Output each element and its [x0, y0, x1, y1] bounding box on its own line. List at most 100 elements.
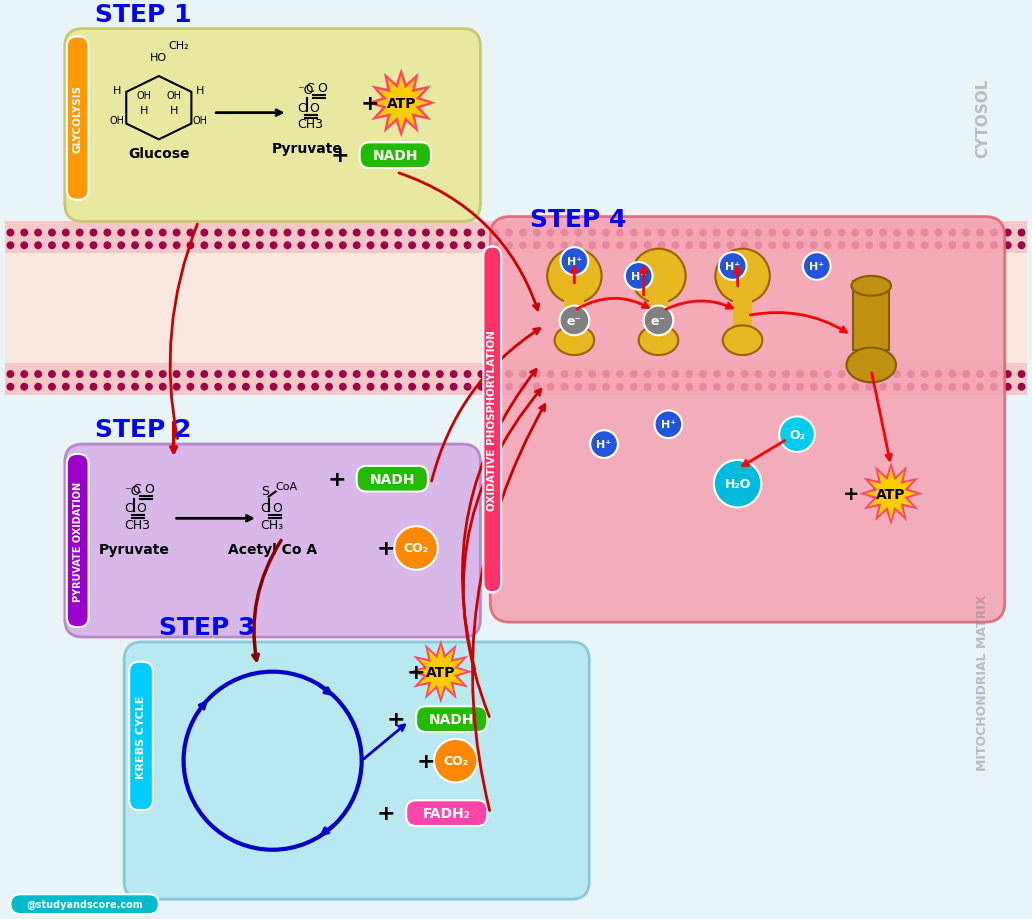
Text: ATP: ATP [386, 96, 416, 110]
Circle shape [381, 242, 388, 250]
Circle shape [879, 242, 888, 250]
Circle shape [172, 383, 181, 391]
Circle shape [575, 242, 582, 250]
Circle shape [159, 230, 167, 237]
Circle shape [381, 370, 388, 379]
Circle shape [962, 370, 970, 379]
Circle shape [879, 383, 888, 391]
Ellipse shape [547, 249, 602, 304]
Circle shape [159, 370, 167, 379]
Circle shape [962, 383, 970, 391]
Circle shape [505, 383, 513, 391]
Circle shape [935, 383, 942, 391]
Text: HO: HO [151, 53, 167, 63]
Circle shape [325, 370, 333, 379]
Circle shape [422, 370, 430, 379]
Circle shape [353, 370, 360, 379]
Circle shape [505, 242, 513, 250]
Circle shape [49, 242, 56, 250]
Circle shape [990, 370, 998, 379]
Polygon shape [374, 76, 429, 131]
Circle shape [754, 230, 763, 237]
Polygon shape [366, 69, 436, 138]
Circle shape [754, 383, 763, 391]
Circle shape [228, 383, 236, 391]
Circle shape [976, 383, 983, 391]
Circle shape [491, 230, 499, 237]
Circle shape [616, 370, 623, 379]
Circle shape [131, 383, 139, 391]
Bar [5, 254, 1027, 364]
Circle shape [90, 242, 97, 250]
Circle shape [394, 242, 402, 250]
Circle shape [6, 242, 14, 250]
Circle shape [560, 242, 569, 250]
FancyBboxPatch shape [124, 642, 589, 899]
Circle shape [131, 230, 139, 237]
Circle shape [6, 383, 14, 391]
Circle shape [624, 263, 652, 290]
Circle shape [436, 370, 444, 379]
Circle shape [782, 242, 791, 250]
Circle shape [865, 242, 873, 250]
Circle shape [838, 230, 845, 237]
Circle shape [907, 242, 914, 250]
Circle shape [75, 242, 84, 250]
Circle shape [62, 383, 70, 391]
Circle shape [463, 230, 472, 237]
Circle shape [478, 370, 485, 379]
Circle shape [215, 370, 222, 379]
Circle shape [672, 230, 679, 237]
Circle shape [754, 370, 763, 379]
Circle shape [200, 383, 208, 391]
Text: MITOCHONDRIAL MATRIX: MITOCHONDRIAL MATRIX [976, 594, 990, 770]
Circle shape [131, 242, 139, 250]
Text: +: + [417, 751, 436, 771]
Circle shape [215, 230, 222, 237]
Circle shape [588, 242, 596, 250]
Circle shape [713, 370, 720, 379]
Ellipse shape [632, 249, 685, 304]
Circle shape [588, 370, 596, 379]
Circle shape [616, 230, 623, 237]
Circle shape [463, 383, 472, 391]
Text: O₂: O₂ [789, 428, 805, 441]
Ellipse shape [851, 277, 891, 296]
Circle shape [436, 242, 444, 250]
Text: NADH: NADH [373, 149, 418, 163]
Circle shape [144, 242, 153, 250]
Circle shape [630, 242, 638, 250]
Circle shape [144, 370, 153, 379]
FancyBboxPatch shape [129, 662, 153, 811]
Circle shape [325, 242, 333, 250]
Circle shape [727, 242, 735, 250]
Bar [5, 364, 1027, 395]
Circle shape [172, 370, 181, 379]
Circle shape [810, 370, 817, 379]
Text: H⁺: H⁺ [596, 439, 612, 449]
Circle shape [768, 230, 776, 237]
Text: ATP: ATP [426, 665, 455, 679]
Bar [5, 222, 1027, 395]
Text: STEP 4: STEP 4 [529, 209, 626, 233]
Circle shape [1004, 383, 1011, 391]
Circle shape [616, 383, 623, 391]
Circle shape [21, 370, 28, 379]
Circle shape [602, 370, 610, 379]
Circle shape [172, 230, 181, 237]
Text: +: + [387, 709, 406, 730]
Circle shape [1004, 370, 1011, 379]
Circle shape [478, 383, 485, 391]
Text: O: O [310, 102, 319, 115]
Circle shape [907, 370, 914, 379]
Circle shape [893, 242, 901, 250]
Circle shape [560, 248, 588, 276]
Circle shape [187, 230, 194, 237]
Circle shape [824, 230, 832, 237]
Circle shape [75, 383, 84, 391]
Circle shape [394, 383, 402, 391]
Text: CH₃: CH₃ [261, 518, 284, 531]
Text: CH3: CH3 [124, 518, 151, 531]
Text: C: C [261, 502, 269, 515]
Circle shape [144, 383, 153, 391]
